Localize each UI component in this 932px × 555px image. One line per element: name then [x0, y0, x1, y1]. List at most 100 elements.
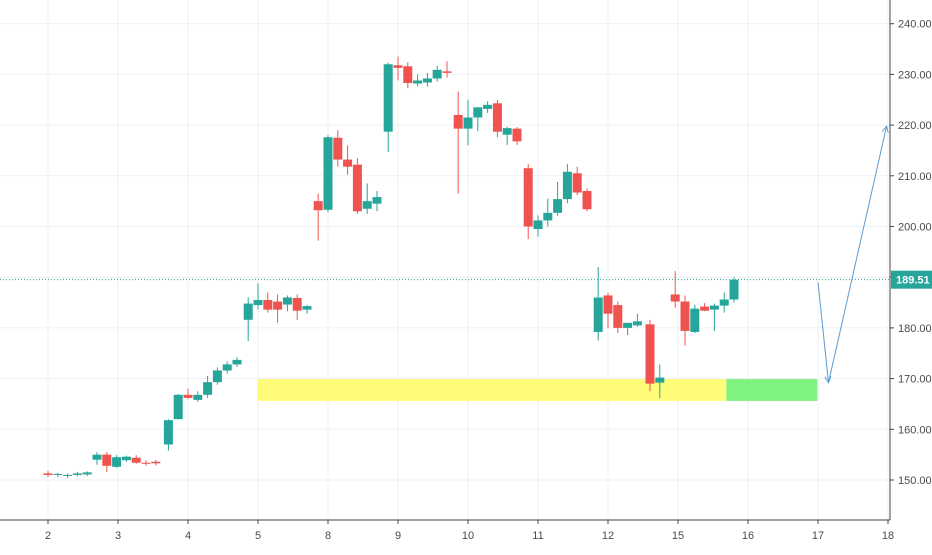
candle: [603, 292, 613, 329]
candle-body: [613, 305, 623, 328]
candle: [690, 304, 700, 333]
candle-body: [582, 191, 592, 210]
candle: [323, 135, 333, 213]
candle: [533, 215, 543, 237]
candle-body: [323, 137, 333, 210]
candle-body: [709, 305, 719, 310]
candle-body: [413, 80, 423, 84]
y-tick-label: 170.00: [898, 374, 932, 386]
y-tick-label: 220.00: [898, 120, 932, 132]
candle: [403, 62, 413, 89]
candle-body: [492, 103, 502, 132]
candle-body: [680, 301, 690, 331]
candle-body: [263, 300, 273, 310]
last-price-label: 189.51: [896, 275, 930, 287]
candle: [383, 62, 393, 152]
x-tick-label: 3: [115, 530, 121, 542]
candle-body: [102, 454, 112, 466]
candle-body: [473, 107, 483, 118]
candle: [700, 303, 710, 312]
candle-body: [253, 300, 263, 306]
candle: [562, 164, 572, 204]
candle: [492, 99, 502, 138]
candle-body: [92, 454, 102, 460]
candle: [232, 357, 242, 367]
candle: [729, 277, 739, 303]
candle-body: [282, 297, 292, 305]
candle: [183, 388, 193, 399]
candles-layer: [43, 56, 739, 478]
x-tick-label: 16: [742, 530, 754, 542]
candle-body: [645, 324, 655, 384]
candle: [102, 452, 112, 472]
candle-body: [163, 420, 173, 445]
y-tick-label: 200.00: [898, 222, 932, 234]
candle: [352, 158, 362, 214]
x-tick-label: 10: [462, 530, 474, 542]
candle-body: [243, 303, 253, 320]
candle-body: [43, 473, 53, 475]
candle: [709, 303, 719, 331]
x-tick-label: 11: [532, 530, 543, 542]
candle-body: [432, 69, 442, 79]
candle: [719, 292, 729, 313]
x-tick-label: 17: [812, 530, 824, 542]
candle-body: [690, 308, 700, 332]
candle-body: [719, 299, 729, 306]
candle: [393, 56, 403, 81]
candle: [333, 130, 343, 167]
candle: [553, 181, 563, 216]
candle-body: [523, 168, 533, 227]
candle: [173, 393, 183, 420]
candle-body: [533, 220, 543, 230]
candle: [483, 101, 493, 113]
candle-body: [273, 301, 283, 310]
candle: [512, 127, 522, 145]
x-tick-label: 4: [185, 530, 191, 542]
candle: [343, 145, 353, 175]
candle-body: [512, 128, 522, 142]
candle: [372, 191, 382, 212]
candle-body: [131, 457, 141, 463]
candle-body: [453, 114, 463, 129]
candle-body: [502, 128, 512, 135]
support-zone: [257, 379, 727, 401]
candle-body: [151, 461, 161, 464]
candle: [43, 470, 53, 477]
candle: [121, 455, 131, 462]
candle: [523, 164, 533, 240]
candle: [263, 292, 273, 313]
candle-body: [670, 294, 680, 302]
y-tick-label: 160.00: [898, 424, 932, 436]
candle: [572, 166, 582, 196]
candle-body: [173, 394, 183, 420]
candle: [163, 419, 173, 451]
x-tick-label: 8: [325, 530, 331, 542]
candle: [193, 391, 203, 402]
candle: [112, 455, 122, 468]
candle-body: [212, 370, 222, 383]
candle-body: [442, 71, 452, 73]
candle-body: [82, 472, 92, 475]
grid-lines: [0, 0, 890, 520]
candle: [613, 301, 623, 333]
candle: [253, 283, 263, 310]
zones-layer: [257, 379, 818, 401]
x-tick-label: 5: [255, 530, 261, 542]
candle-body: [655, 377, 665, 383]
last-price-badge: [891, 270, 932, 289]
candle-body: [193, 394, 203, 400]
candle: [645, 319, 655, 392]
x-tick-label: 9: [395, 530, 401, 542]
candle-body: [141, 462, 151, 464]
candle-body: [183, 394, 193, 398]
candle-body: [603, 295, 613, 314]
candle: [92, 452, 102, 465]
candle-body: [292, 297, 302, 311]
candle-body: [302, 306, 312, 310]
candle: [282, 295, 292, 312]
candle: [63, 473, 73, 478]
candle-body: [632, 321, 642, 326]
